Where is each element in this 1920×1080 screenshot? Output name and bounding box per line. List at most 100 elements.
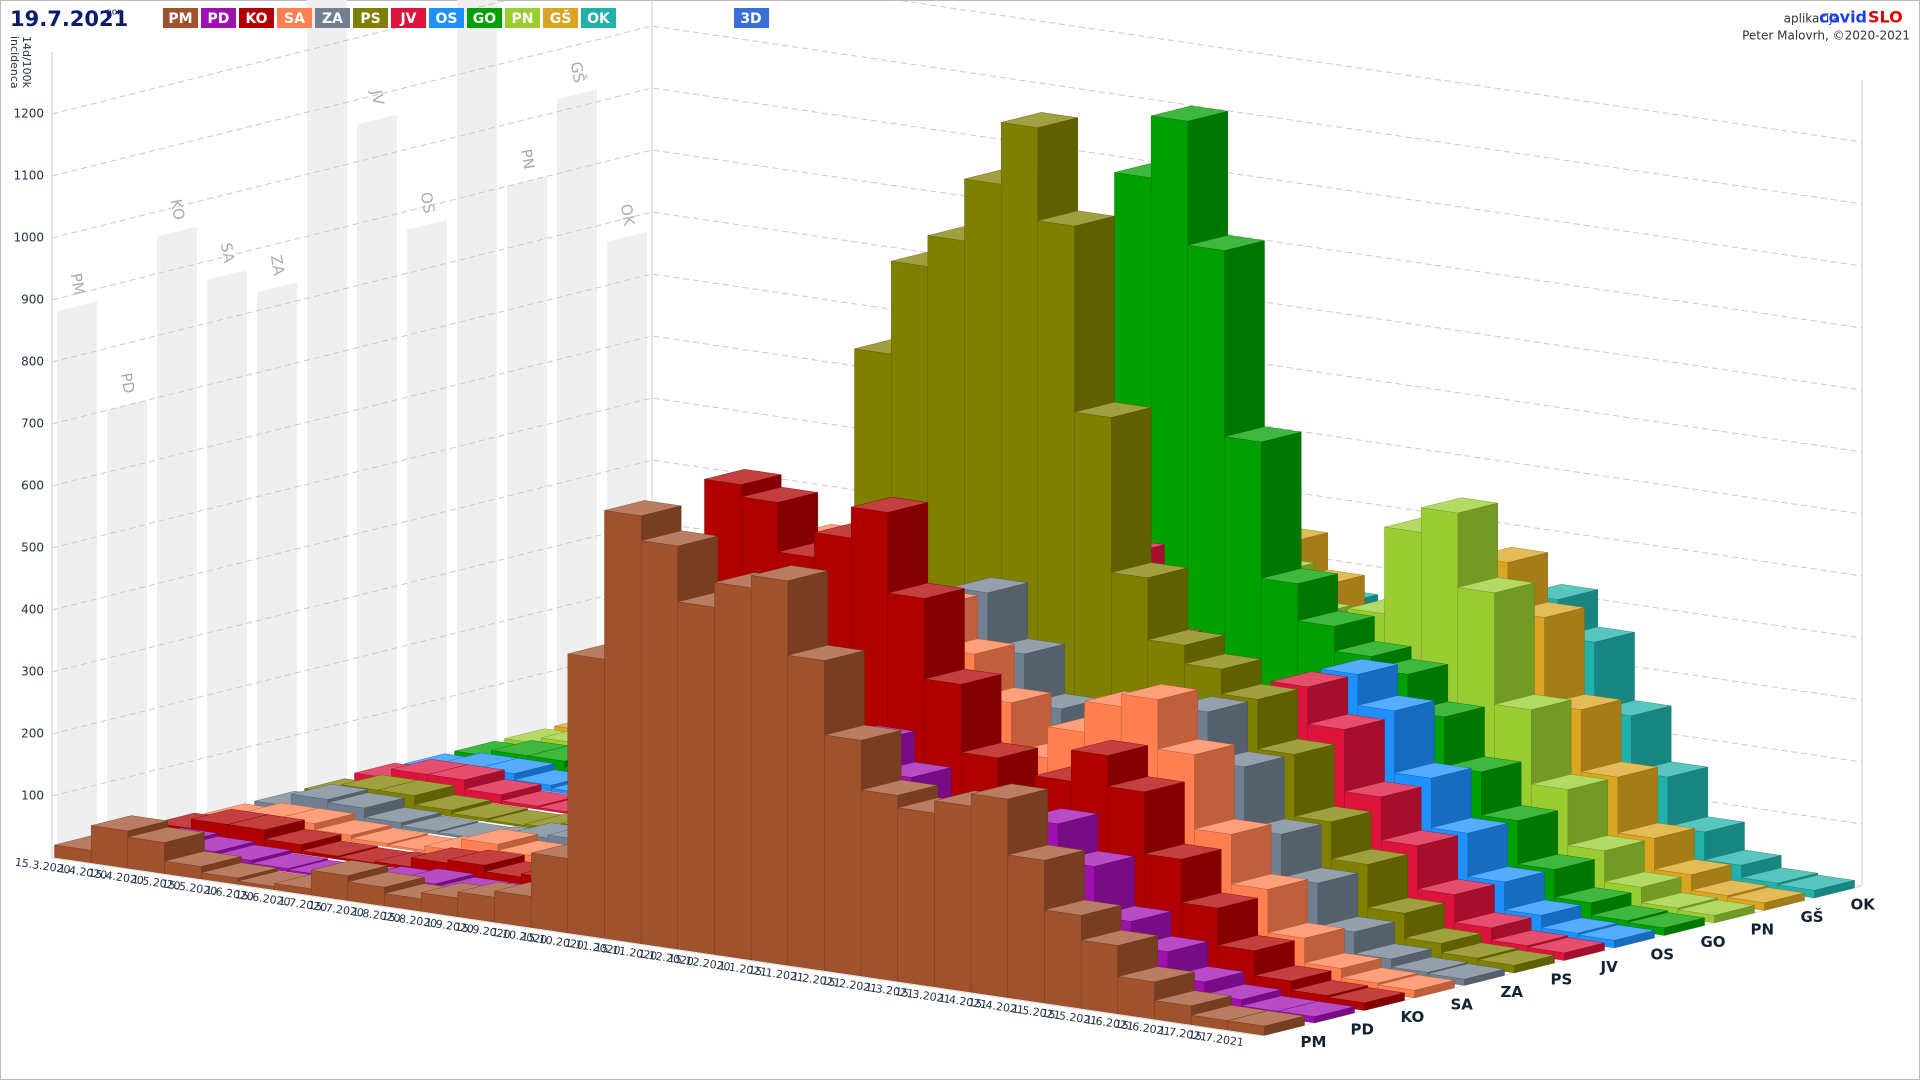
grid-line bbox=[51, 149, 1863, 329]
grid-line bbox=[51, 211, 1863, 391]
grid-line bbox=[51, 273, 1863, 453]
region-label: SA bbox=[1451, 995, 1474, 1013]
legend-label[interactable]: ZA bbox=[322, 11, 343, 27]
legend-button[interactable] bbox=[239, 8, 274, 28]
wall-bar-label: ZA bbox=[267, 253, 288, 277]
legend-label[interactable]: OK bbox=[587, 11, 611, 27]
legend-button[interactable] bbox=[543, 8, 578, 28]
legend-label[interactable]: OS bbox=[436, 11, 458, 27]
plot: PM PD KO SA ZA PS JV OS GO PN GŠ OK 100 200 300 400 500 6… bbox=[13, 0, 1876, 1051]
bar bbox=[897, 807, 935, 988]
bar bbox=[787, 655, 825, 971]
bar bbox=[311, 870, 348, 901]
legend-button[interactable] bbox=[467, 8, 502, 28]
legend-button[interactable] bbox=[581, 8, 616, 28]
region-label: GO bbox=[1701, 933, 1726, 951]
bar bbox=[531, 852, 568, 934]
bar bbox=[1117, 976, 1155, 1020]
legend-button[interactable] bbox=[505, 8, 540, 28]
grid-line bbox=[51, 25, 1863, 205]
y-tick-label: 700 bbox=[21, 417, 44, 431]
bar bbox=[494, 890, 532, 928]
y-tick-label: 1000 bbox=[13, 231, 44, 245]
y-tick-label: 400 bbox=[21, 603, 44, 617]
wall-bar-label: GŠ bbox=[567, 60, 589, 84]
legend-label[interactable]: SA bbox=[284, 11, 305, 27]
weekday: pon bbox=[106, 8, 123, 18]
region-label: PN bbox=[1751, 920, 1775, 938]
legend-button[interactable] bbox=[201, 8, 236, 28]
y-tick-label: 200 bbox=[21, 727, 44, 741]
wall-bar bbox=[107, 400, 147, 845]
region-label: OS bbox=[1651, 945, 1675, 963]
bar bbox=[1007, 854, 1045, 1004]
bar bbox=[401, 825, 438, 835]
bar bbox=[677, 601, 715, 955]
bar bbox=[347, 881, 385, 907]
y-tick-label: 300 bbox=[21, 665, 44, 679]
wall-bar-label: OS bbox=[417, 191, 438, 215]
y-tick-label: 1200 bbox=[13, 107, 44, 121]
bar bbox=[641, 540, 678, 950]
region-label: GŠ bbox=[1801, 907, 1824, 926]
legend-label[interactable]: GŠ bbox=[550, 9, 572, 27]
y-tick-label: 500 bbox=[21, 541, 44, 555]
y-tick-label: 900 bbox=[21, 293, 44, 307]
grid-line bbox=[51, 87, 1863, 267]
region-label: JV bbox=[1600, 958, 1619, 976]
wall-bar bbox=[257, 282, 297, 807]
brand-slo: SLO bbox=[1868, 8, 1903, 27]
grid-line bbox=[51, 0, 1863, 143]
wall-bar bbox=[507, 176, 547, 745]
bar bbox=[1154, 1000, 1192, 1025]
bar bbox=[714, 582, 752, 961]
y-tick-label: 800 bbox=[21, 355, 44, 369]
wall-bar-label: KO bbox=[167, 198, 188, 222]
grid-line bbox=[51, 335, 1863, 515]
bar bbox=[501, 800, 538, 810]
legend-button[interactable] bbox=[391, 8, 426, 28]
legend-label[interactable]: JV bbox=[399, 11, 416, 27]
brand-covid: covid bbox=[1819, 8, 1867, 27]
legend-button[interactable] bbox=[429, 8, 464, 28]
region-label: PD bbox=[1351, 1020, 1374, 1038]
y-tick-label: 1100 bbox=[13, 169, 44, 183]
bar bbox=[971, 793, 1008, 998]
wall-bar-label: OK bbox=[617, 203, 639, 229]
wall-bar bbox=[57, 301, 97, 857]
legend-label[interactable]: PM bbox=[168, 11, 192, 27]
bar bbox=[90, 825, 129, 869]
wall-bar bbox=[157, 226, 197, 832]
bar bbox=[1080, 939, 1119, 1015]
bar bbox=[824, 734, 862, 977]
wall-bar-label: PM bbox=[67, 272, 89, 297]
legend-label[interactable]: KO bbox=[245, 11, 267, 27]
legend-label[interactable]: PD bbox=[208, 11, 230, 27]
bar bbox=[1044, 909, 1082, 1009]
bar bbox=[200, 872, 239, 885]
region-label: OK bbox=[1851, 895, 1877, 913]
legend-button[interactable] bbox=[315, 8, 350, 28]
region-label: ZA bbox=[1501, 983, 1524, 1001]
bar bbox=[751, 575, 788, 966]
legend-label[interactable]: PS bbox=[360, 11, 380, 27]
wall-bar bbox=[407, 219, 447, 770]
bar bbox=[164, 860, 202, 880]
legend-label[interactable]: GO bbox=[473, 11, 496, 27]
bar bbox=[127, 836, 165, 874]
legend-button[interactable] bbox=[353, 8, 388, 28]
legend-button[interactable] bbox=[277, 8, 312, 28]
wall-bar bbox=[557, 89, 597, 732]
y-label: 14d/100k bbox=[20, 36, 33, 89]
bar bbox=[351, 838, 388, 848]
bar bbox=[861, 789, 898, 982]
bar bbox=[567, 653, 605, 939]
wall-bar bbox=[207, 269, 247, 820]
region-label: PM bbox=[1301, 1033, 1327, 1051]
legend-label[interactable]: PN bbox=[512, 11, 534, 27]
view-button[interactable] bbox=[734, 8, 769, 28]
legend-button[interactable] bbox=[163, 8, 198, 28]
view-button-label[interactable]: 3D bbox=[740, 11, 761, 27]
author: Peter Malovrh, ©2020-2021 bbox=[1742, 29, 1910, 43]
